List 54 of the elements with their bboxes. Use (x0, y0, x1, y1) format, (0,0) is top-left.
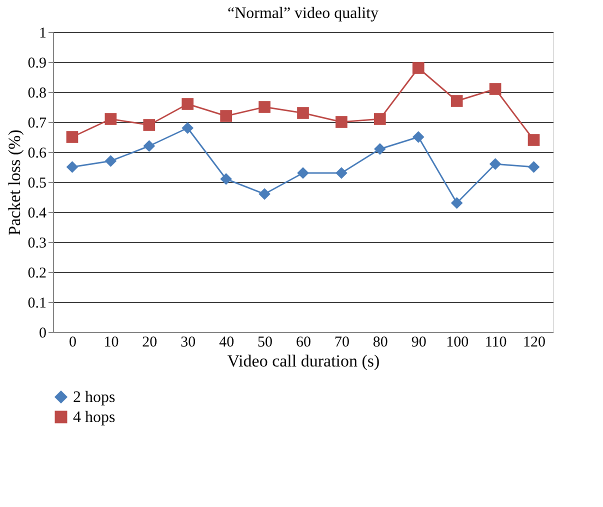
point (182, 98, 194, 110)
point (220, 173, 232, 185)
point (143, 119, 156, 131)
point (297, 107, 309, 119)
point (528, 134, 540, 146)
point (104, 155, 117, 167)
point (374, 143, 386, 155)
point (450, 95, 463, 107)
x-tick-label: 80 (372, 334, 388, 350)
point (66, 161, 78, 173)
chart-title: “Normal” video quality (227, 5, 379, 22)
x-tick-label: 110 (484, 334, 507, 350)
point (412, 131, 424, 143)
point (297, 167, 309, 179)
x-tick-label: 30 (180, 334, 196, 350)
point (220, 110, 232, 122)
y-axis-title: Packet loss (%) (4, 130, 24, 236)
x-tick-label: 40 (219, 334, 234, 350)
point (104, 113, 117, 125)
point (336, 167, 348, 179)
point (489, 83, 502, 95)
point (258, 188, 270, 200)
y-tick-label: 0.9 (28, 56, 46, 72)
point (450, 197, 463, 209)
point (66, 131, 78, 143)
point (528, 161, 540, 173)
y-tick-label: 0.6 (28, 146, 47, 162)
y-tick-label: 0.8 (28, 86, 46, 102)
y-tick-label: 0.1 (28, 296, 46, 312)
y-tick-label: 0.2 (28, 266, 46, 282)
x-tick-label: 20 (142, 334, 158, 350)
y-tick-label: 0.7 (28, 116, 47, 132)
point (143, 140, 156, 152)
y-tick-label: 0.5 (28, 176, 46, 192)
y-tick-label: 0.4 (28, 206, 47, 222)
x-tick-label: 90 (411, 334, 426, 350)
x-axis-title: Video call duration (s) (227, 352, 380, 370)
x-tick-label: 50 (258, 334, 273, 350)
x-tick-label: 0 (68, 334, 76, 350)
point (489, 158, 502, 170)
x-tick-label: 100 (446, 334, 469, 350)
y-tick-label: 1 (39, 26, 46, 42)
point (412, 62, 424, 74)
x-tick-label: 10 (104, 334, 119, 350)
x-tick-label: 60 (296, 334, 311, 350)
legend-label: 2 hops (73, 389, 116, 406)
x-tick-label: 70 (334, 334, 350, 350)
y-tick-label: 0.3 (28, 236, 46, 252)
point (336, 116, 348, 128)
legend-label: 4 hops (73, 409, 116, 426)
x-tick-label: 120 (523, 334, 546, 350)
point (374, 113, 386, 125)
point (182, 122, 194, 134)
point (258, 101, 270, 113)
